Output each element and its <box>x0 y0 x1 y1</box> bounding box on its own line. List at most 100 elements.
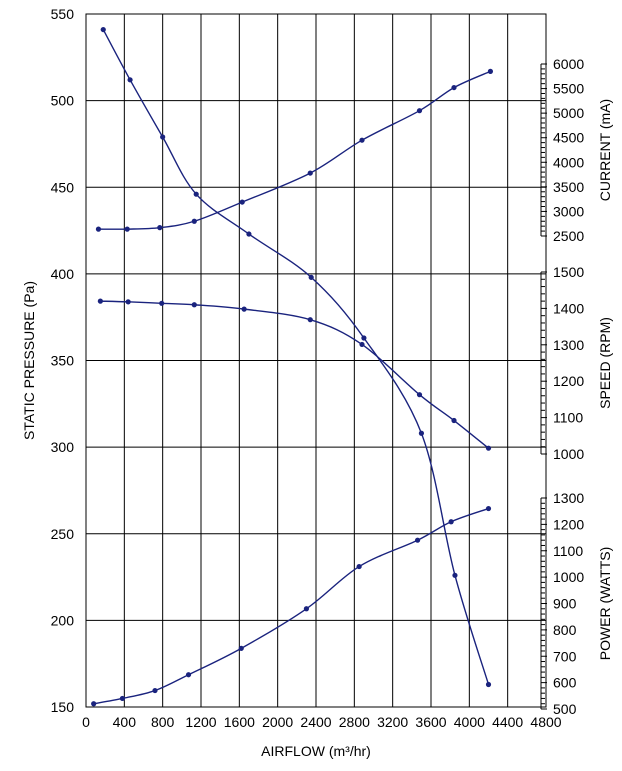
series-line-right_current <box>98 70 491 230</box>
data-point <box>160 134 166 140</box>
y-tick-label: 250 <box>51 526 75 542</box>
data-point <box>100 26 106 33</box>
right-axis-title: POWER (WATTS) <box>597 547 613 661</box>
right-tick-label: 3500 <box>553 179 584 195</box>
y-tick-label: 350 <box>51 353 75 369</box>
x-tick-label: 3600 <box>415 714 446 730</box>
data-point <box>238 645 244 651</box>
x-tick-label: 400 <box>113 714 137 730</box>
y-tick-label: 500 <box>51 93 75 109</box>
x-tick-label: 800 <box>151 714 175 730</box>
right-tick-label: 700 <box>553 648 577 664</box>
right-tick-label: 500 <box>553 701 577 717</box>
right-tick-label: 5500 <box>553 81 584 97</box>
y-tick-label: 550 <box>51 6 75 22</box>
series-layer <box>91 26 494 707</box>
right-tick-label: 1300 <box>553 490 584 506</box>
data-point <box>307 170 313 176</box>
y-axis-title: STATIC PRESSURE (Pa) <box>21 281 37 440</box>
data-point <box>127 77 133 83</box>
right-tick-label: 1400 <box>553 300 584 316</box>
right-tick-label: 3000 <box>553 203 584 219</box>
right-tick-label: 4500 <box>553 130 584 146</box>
data-point <box>303 606 310 612</box>
data-point <box>451 417 457 424</box>
grid-lines <box>86 14 546 707</box>
right-tick-label: 2500 <box>553 228 584 244</box>
plot-frame <box>85 13 547 708</box>
data-point <box>185 672 192 678</box>
series-line-right_speed <box>100 300 489 449</box>
y-tick-label: 200 <box>51 612 75 628</box>
x-axis-ticks: 0 400 800 1200 1600 2000 2400 2800 3200 3600 4000 4… <box>82 714 562 730</box>
data-point <box>416 392 423 398</box>
right-tick-label: 4000 <box>553 154 584 170</box>
data-point <box>124 226 130 232</box>
data-point <box>485 681 492 688</box>
x-tick-label: 3200 <box>377 714 408 730</box>
data-point <box>152 687 158 694</box>
x-tick-label: 4800 <box>530 714 561 730</box>
data-point <box>241 306 247 312</box>
x-tick-label: 4000 <box>454 714 485 730</box>
right-tick-label: 5000 <box>553 105 584 121</box>
data-point <box>414 537 421 543</box>
right-tick-label: 1200 <box>553 373 584 389</box>
right-tick-label: 1100 <box>553 410 583 426</box>
data-point <box>193 191 199 197</box>
data-point <box>451 84 457 91</box>
data-point <box>91 701 97 707</box>
y-tick-label: 300 <box>51 439 75 455</box>
series-line-right_power <box>93 507 489 705</box>
right-tick-label: 1300 <box>553 337 584 353</box>
data-point <box>361 335 367 341</box>
data-point <box>487 68 494 74</box>
data-point <box>485 445 492 451</box>
x-axis-title: AIRFLOW (m³/hr) <box>261 743 371 759</box>
data-point <box>159 300 165 306</box>
data-point <box>97 298 103 304</box>
right-tick-label: 1000 <box>553 446 584 462</box>
data-point <box>356 563 362 570</box>
data-point <box>95 226 102 232</box>
right-axes: 2500 3000 3500 4000 4500 5000 5500 6000 CURRENT … <box>540 56 613 717</box>
right-tick-label: 1500 <box>553 264 584 280</box>
data-point <box>418 430 425 436</box>
data-point <box>157 225 163 231</box>
x-tick-label: 4400 <box>492 714 523 730</box>
data-point <box>125 299 131 305</box>
x-tick-label: 1600 <box>224 714 255 730</box>
data-point <box>246 231 252 237</box>
right-tick-label: 1100 <box>553 543 583 559</box>
data-point <box>308 274 314 280</box>
right-tick-label: 1000 <box>553 569 584 585</box>
x-tick-label: 1200 <box>185 714 216 730</box>
right-tick-label: 1200 <box>553 516 584 532</box>
data-point <box>448 519 454 525</box>
x-tick-label: 2800 <box>339 714 370 730</box>
x-tick-label: 0 <box>82 714 90 730</box>
right-axis-title: CURRENT (mA) <box>597 99 613 201</box>
data-point <box>191 218 197 224</box>
right-tick-label: 600 <box>553 675 577 691</box>
data-point <box>359 341 365 348</box>
right-axis-title: SPEED (RPM) <box>597 317 613 409</box>
y-tick-label: 450 <box>51 179 75 195</box>
data-point <box>416 108 423 114</box>
data-point <box>119 695 126 702</box>
y-tick-label: 400 <box>51 266 75 282</box>
y-tick-label: 150 <box>51 699 75 715</box>
data-point <box>307 317 313 323</box>
data-point <box>359 137 365 143</box>
x-tick-label: 2000 <box>262 714 293 730</box>
right-tick-label: 6000 <box>553 56 584 72</box>
right-tick-label: 900 <box>553 596 577 612</box>
data-point <box>485 505 492 512</box>
y-axis-ticks: 150 200 250 300 350 400 450 500 550 <box>51 6 75 715</box>
x-tick-label: 2400 <box>300 714 331 730</box>
data-point <box>452 572 458 578</box>
data-point <box>239 199 245 205</box>
right-tick-label: 800 <box>553 622 577 638</box>
data-point <box>191 302 197 308</box>
